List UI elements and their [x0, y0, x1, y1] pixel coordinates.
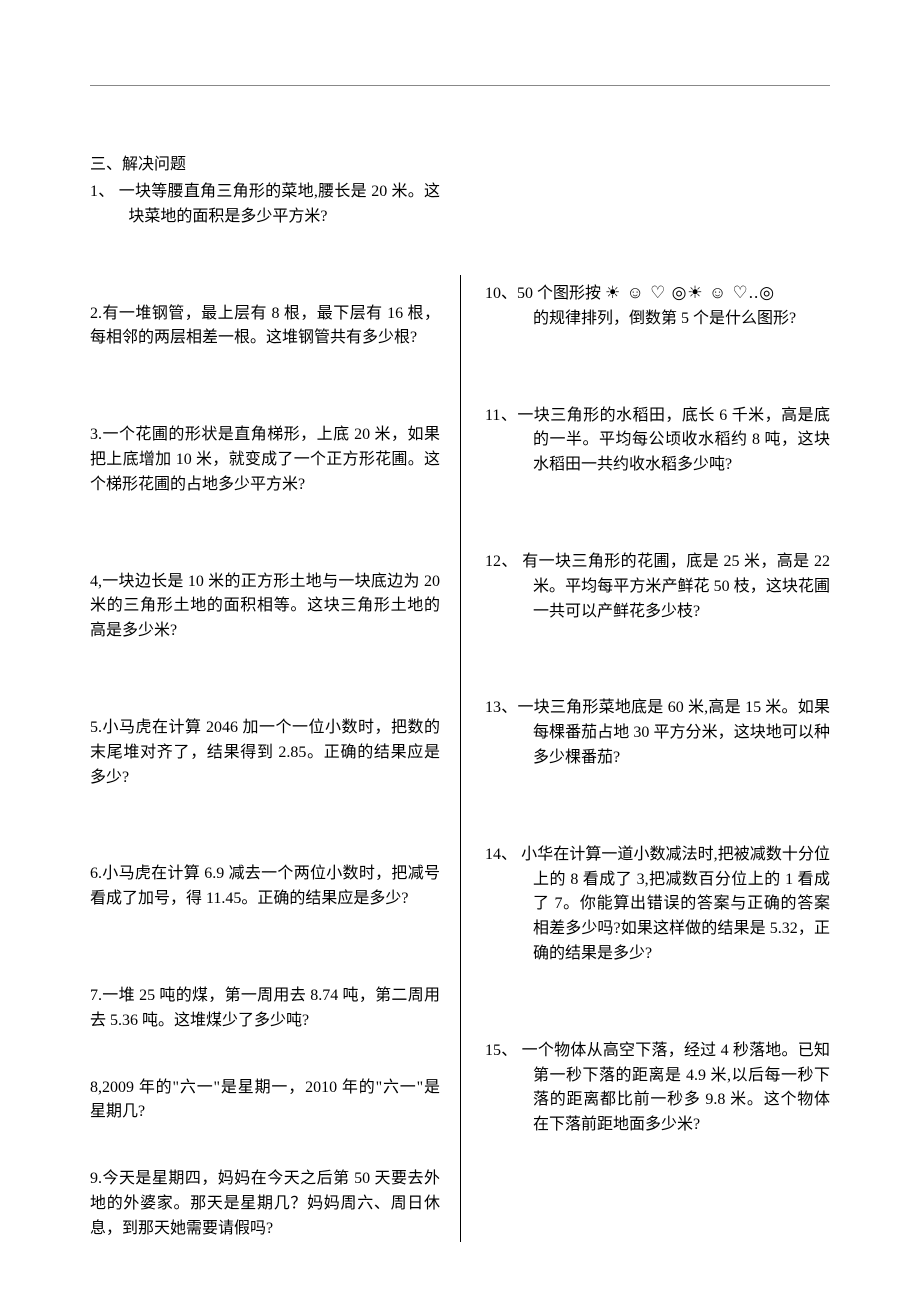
problem-14: 14、 小华在计算一道小数减法时,把被减数十分位上的 8 看成了 3,把减数百分…	[485, 843, 830, 967]
section-title: 三、解决问题	[90, 150, 440, 174]
problem-10-suffix: 的规律排列，倒数第 5 个是什么图形?	[533, 310, 796, 327]
problem-2: 2.有一堆钢管，最上层有 8 根，最下层有 16 根，每相邻的两层相差一根。这堆…	[90, 302, 440, 352]
column-divider	[460, 275, 461, 1242]
problem-6: 6.小马虎在计算 6.9 减去一个两位小数时，把减号看成了加号，得 11.45。…	[90, 862, 440, 912]
right-column: 10、50 个图形按 ☀ ☺ ♡ ◎☀ ☺ ♡..◎ 的规律排列，倒数第 5 个…	[460, 150, 830, 1242]
content-area: 三、解决问题 1、 一块等腰直角三角形的菜地,腰长是 20 米。这块菜地的面积是…	[90, 150, 830, 1242]
problem-15: 15、 一个物体从高空下落，经过 4 秒落地。已知第一秒下落的距离是 4.9 米…	[485, 1039, 830, 1138]
problem-12: 12、 有一块三角形的花圃，底是 25 米，高是 22 米。平均每平方米产鲜花 …	[485, 550, 830, 624]
problem-1: 1、 一块等腰直角三角形的菜地,腰长是 20 米。这块菜地的面积是多少平方米?	[90, 180, 440, 230]
problem-8: 8,2009 年的"六一"是星期一，2010 年的"六一"是星期几?	[90, 1076, 440, 1126]
problem-10: 10、50 个图形按 ☀ ☺ ♡ ◎☀ ☺ ♡..◎ 的规律排列，倒数第 5 个…	[485, 280, 830, 332]
problem-13: 13、一块三角形菜地底是 60 米,高是 15 米。如果每棵番茄占地 30 平方…	[485, 696, 830, 770]
header-rule	[90, 85, 830, 86]
problem-9: 9.今天是星期四，妈妈在今天之后第 50 天要去外地的外婆家。那天是星期几？妈妈…	[90, 1167, 440, 1241]
problem-11: 11、一块三角形的水稻田，底长 6 千米，高是底的一半。平均每公顷收水稻约 8 …	[485, 404, 830, 478]
problem-10-prefix: 10、50 个图形按	[485, 285, 605, 302]
pattern-icons: ☀ ☺ ♡ ◎☀ ☺ ♡..◎	[605, 283, 775, 302]
problem-3: 3.一个花圃的形状是直角梯形，上底 20 米，如果把上底增加 10 米，就变成了…	[90, 423, 440, 497]
problem-5: 5.小马虎在计算 2046 加一个一位小数时，把数的末尾堆对齐了，结果得到 2.…	[90, 716, 440, 790]
problem-4: 4,一块边长是 10 米的正方形土地与一块底边为 20 米的三角形土地的面积相等…	[90, 570, 440, 644]
problem-7: 7.一堆 25 吨的煤，第一周用去 8.74 吨，第二周用去 5.36 吨。这堆…	[90, 984, 440, 1034]
left-column: 三、解决问题 1、 一块等腰直角三角形的菜地,腰长是 20 米。这块菜地的面积是…	[90, 150, 460, 1242]
